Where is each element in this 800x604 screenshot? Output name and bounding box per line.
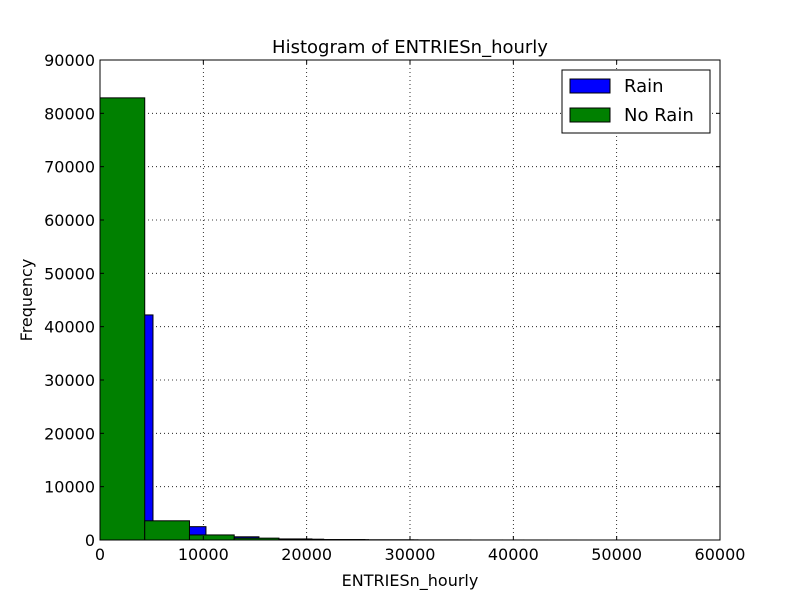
legend-swatch-rain [570,79,610,93]
y-tick-label: 10000 [44,478,95,497]
legend-label-rain: Rain [624,76,664,97]
y-tick-label: 0 [85,531,95,550]
y-tick-label: 60000 [44,211,95,230]
histogram-bars [100,98,637,540]
y-tick-label: 30000 [44,371,95,390]
y-tick-label: 40000 [44,318,95,337]
x-tick-label: 10000 [178,545,229,564]
x-tick-label: 30000 [385,545,436,564]
x-tick-label: 50000 [591,545,642,564]
y-tick-label: 70000 [44,158,95,177]
legend: Rain No Rain [562,70,710,133]
x-tick-label: 40000 [488,545,539,564]
y-tick-label: 50000 [44,264,95,283]
x-tick-label: 60000 [695,545,746,564]
y-axis-label: Frequency [17,259,36,342]
x-axis-label: ENTRIESn_hourly [342,571,479,591]
x-tick-label: 20000 [281,545,332,564]
chart-title: Histogram of ENTRIESn_hourly [272,37,548,58]
y-tick-label: 90000 [44,51,95,70]
bar-no-rain [145,521,190,540]
bar-no-rain [100,98,145,540]
bar-no-rain [189,535,234,540]
y-tick-label: 20000 [44,424,95,443]
legend-swatch-no-rain [570,108,610,122]
x-tick-label: 0 [95,545,105,564]
legend-label-no-rain: No Rain [624,105,694,126]
y-tick-label: 80000 [44,104,95,123]
